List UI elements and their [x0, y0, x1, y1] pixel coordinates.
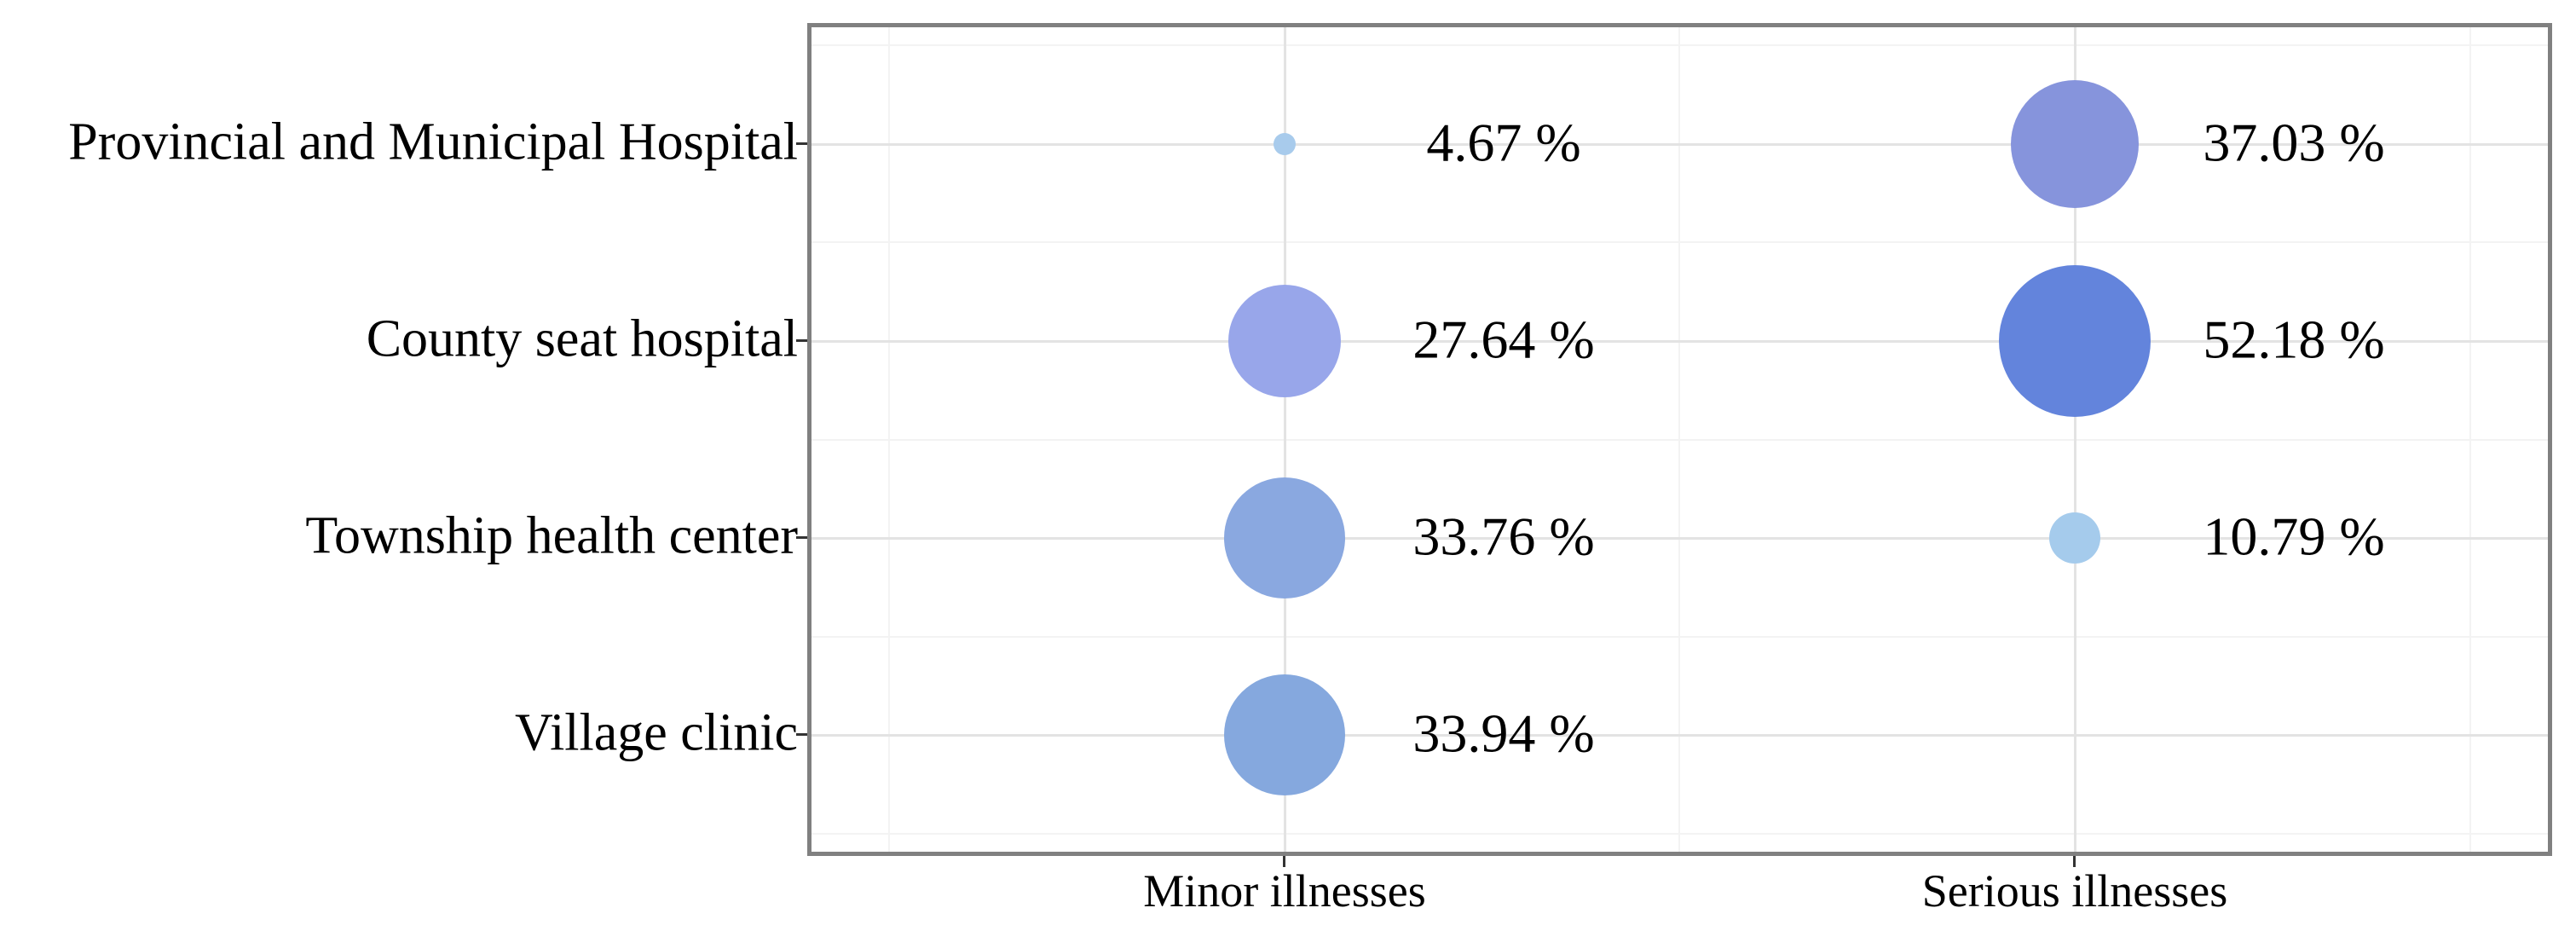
y-axis-tick [796, 733, 807, 736]
y-axis-label: Township health center [305, 506, 798, 565]
bubble-value-label: 33.94 % [1412, 703, 1595, 764]
gridline-minor-v [1678, 26, 1680, 853]
bubble-value-label: 4.67 % [1426, 112, 1581, 173]
bubble-value-label: 10.79 % [2203, 506, 2385, 567]
y-axis-label: Provincial and Municipal Hospital [68, 113, 798, 171]
bubble-value-label: 37.03 % [2203, 112, 2385, 173]
y-axis-tick [796, 142, 807, 145]
bubble [1224, 674, 1345, 795]
y-axis-label: County seat hospital [366, 309, 798, 368]
gridline-major-v [1284, 26, 1286, 853]
panel-border [807, 23, 2552, 856]
gridline-minor-v [2469, 26, 2471, 853]
x-axis-tick [2073, 856, 2076, 867]
bubble [1999, 265, 2151, 417]
y-axis-label: Village clinic [515, 703, 798, 762]
y-axis-tick [796, 536, 807, 539]
bubble-value-label: 27.64 % [1412, 309, 1595, 370]
bubble [1274, 133, 1296, 155]
bubble [2011, 80, 2139, 208]
bubble [1228, 285, 1341, 397]
x-axis-label: Serious illnesses [1921, 865, 2228, 917]
gridline-major-h [810, 537, 2550, 540]
bubble [1224, 477, 1345, 598]
gridline-major-h [810, 734, 2550, 737]
bubble-value-label: 33.76 % [1412, 506, 1595, 567]
bubble-value-label: 52.18 % [2203, 309, 2385, 370]
x-axis-label: Minor illnesses [1143, 865, 1426, 917]
gridline-major-h [810, 340, 2550, 343]
gridline-major-v [2074, 26, 2076, 853]
bubble [2049, 512, 2100, 564]
y-axis-tick [796, 339, 807, 342]
gridline-minor-v [888, 26, 890, 853]
x-axis-tick [1283, 856, 1285, 867]
gridline-major-h [810, 143, 2550, 146]
